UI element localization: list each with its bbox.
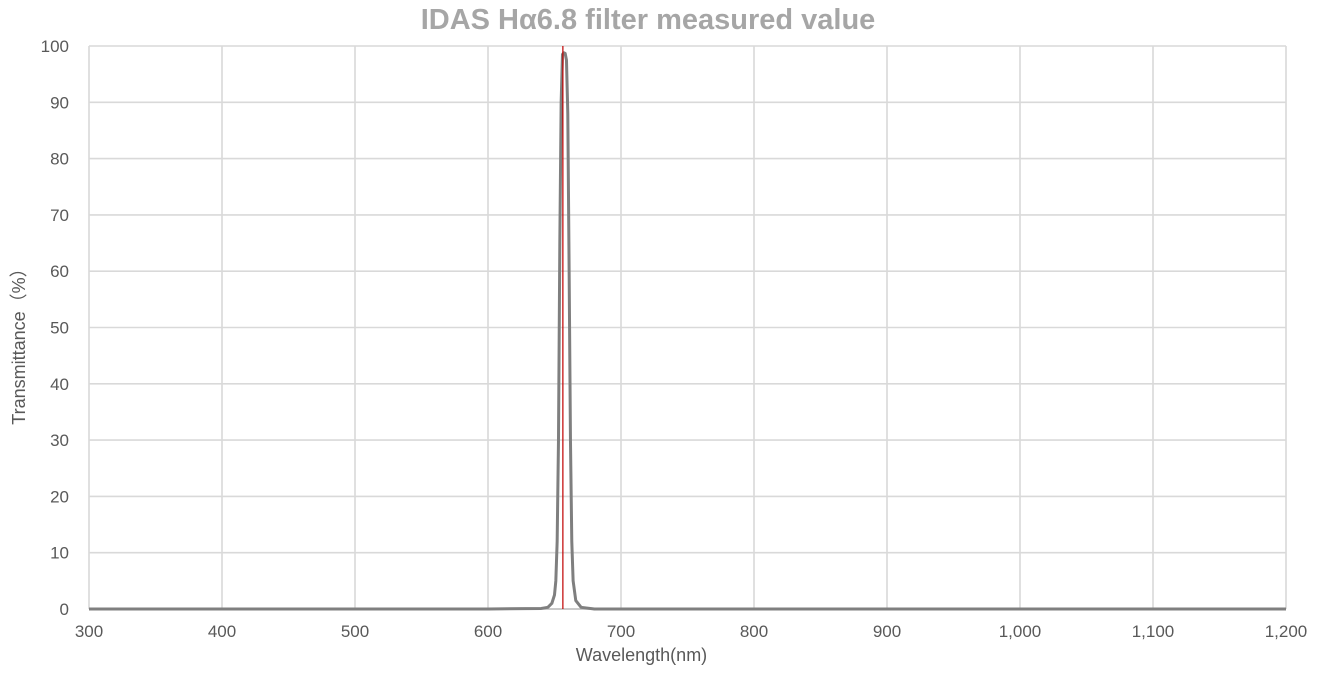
x-tick-label: 900	[873, 622, 901, 641]
y-tick-label: 90	[50, 93, 69, 112]
x-tick-label: 1,100	[1132, 622, 1175, 641]
x-tick-label: 1,000	[999, 622, 1042, 641]
x-tick-label: 1,200	[1265, 622, 1308, 641]
y-tick-label: 70	[50, 206, 69, 225]
x-tick-label: 400	[208, 622, 236, 641]
x-tick-label: 800	[740, 622, 768, 641]
x-tick-label: 700	[607, 622, 635, 641]
y-tick-label: 30	[50, 431, 69, 450]
x-tick-label: 500	[341, 622, 369, 641]
x-tick-label: 300	[75, 622, 103, 641]
y-tick-label: 60	[50, 262, 69, 281]
y-tick-label: 0	[60, 600, 69, 619]
chart-title: IDAS Hα6.8 filter measured value	[420, 4, 876, 36]
y-tick-label: 50	[50, 319, 69, 338]
y-tick-label: 10	[50, 544, 69, 563]
y-axis-label: Transmittance（%）	[9, 259, 29, 425]
x-tick-label: 600	[474, 622, 502, 641]
y-tick-label: 40	[50, 375, 69, 394]
y-tick-label: 100	[41, 37, 69, 56]
y-tick-label: 80	[50, 150, 69, 169]
transmittance-line	[89, 51, 1286, 611]
x-axis-label: Wavelength(nm)	[575, 645, 708, 665]
y-tick-label: 20	[50, 487, 69, 506]
